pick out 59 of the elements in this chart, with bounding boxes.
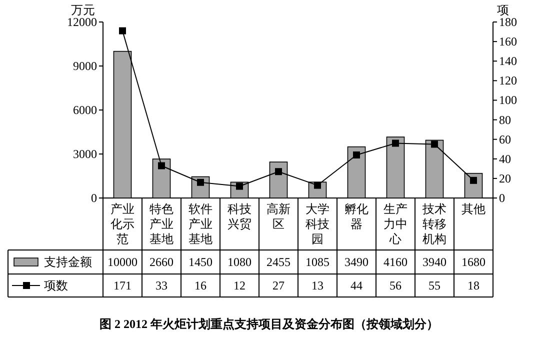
data-label: 33 [156,278,168,292]
point [275,168,282,176]
y2-axis-title: 项 [497,3,509,17]
data-label: 3490 [344,255,368,269]
data-label: 55 [428,278,440,292]
data-label: 171 [114,278,132,292]
x-tick-label: 其他 [462,202,486,216]
point [431,140,438,148]
data-label: 56 [390,278,402,292]
x-tick-label: 软件产业基地 [188,202,212,246]
point [314,182,321,189]
y-tick-label: 6000 [73,103,97,117]
y2-tick-label: 180 [499,15,517,29]
point [353,151,360,158]
y2-tick-label: 100 [499,93,517,108]
x-tick-label: 生产力中心 [384,202,408,246]
y2-tick-label: 80 [499,112,511,127]
data-label: 18 [468,278,480,292]
data-label: 1680 [462,255,486,269]
y-tick-label: 9000 [73,59,97,73]
data-label: 1085 [306,255,330,269]
legend-label: 项数 [44,278,68,292]
data-label: 10000 [108,255,138,269]
data-label: 1080 [228,255,252,269]
x-tick-label: 特色产业基地 [150,202,174,246]
y2-tick-label: 160 [499,34,517,49]
data-label: 27 [272,278,284,292]
y-axis-title: 万元 [71,3,95,17]
x-tick-label: 产业化示范 [110,202,134,246]
data-label: 1450 [188,255,212,269]
data-label: 44 [350,278,362,292]
data-label: 4160 [384,255,408,269]
y2-tick-label: 120 [499,74,517,88]
y2-tick-label: 140 [499,54,517,68]
text: 图 2 2012 年火炬计划重点支持项目及资金分布图（按领域划分） [100,317,438,331]
point [158,162,165,170]
data-label: 12 [234,278,246,292]
point [470,176,477,184]
point [119,27,126,34]
x-tick-label: 科技兴贸 [228,202,252,231]
y2-tick-label: 20 [499,171,511,186]
x-tick-label: 高新区 [266,202,290,231]
y-tick-label: 3000 [73,147,97,161]
data-label: 13 [312,278,324,292]
x-tick-label: 技术转移机构 [422,202,446,246]
y2-tick-label: 60 [499,132,511,146]
data-label: 2660 [150,255,174,269]
x-tick-label: 孵化器 [344,202,368,231]
data-label: 2455 [266,255,290,269]
y-tick-label: 12000 [67,15,97,29]
y2-tick-label: 0 [499,191,505,205]
data-label: 16 [194,278,206,292]
point [392,140,399,147]
point [197,178,204,186]
y2-tick-label: 40 [499,152,511,166]
legend-label: 支持金额 [44,255,92,269]
data-label: 3940 [422,255,446,269]
y-tick-label: 0 [91,191,97,205]
x-tick-label: 大学科技园 [306,202,330,246]
